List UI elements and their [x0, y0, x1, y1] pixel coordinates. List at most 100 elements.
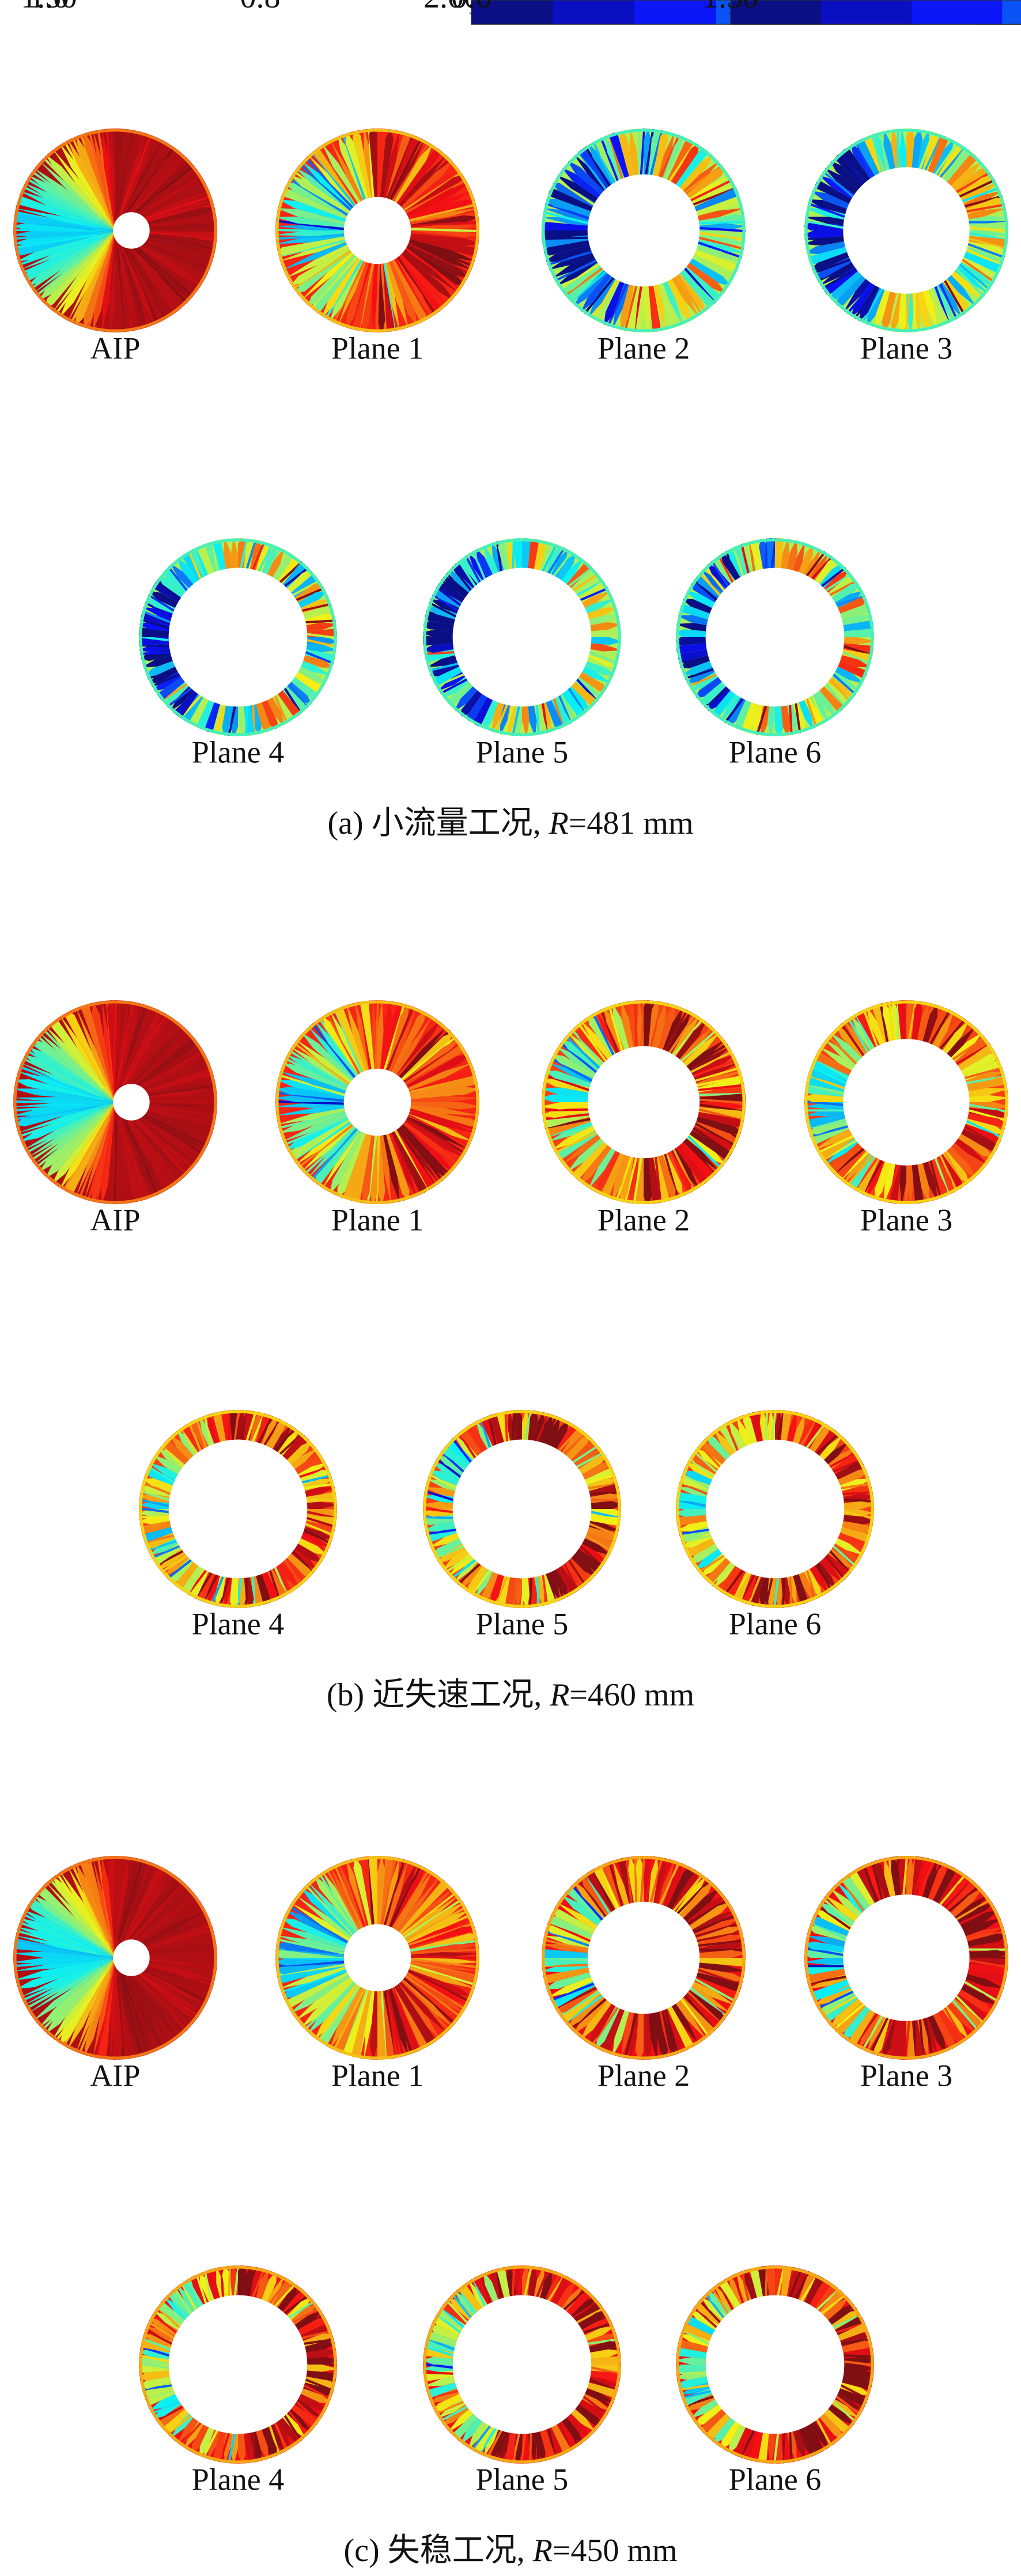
contour-streak — [563, 2288, 587, 2310]
contour-streak — [148, 593, 175, 612]
contour-streak — [125, 244, 175, 315]
contour-rim — [275, 1000, 479, 1204]
contour-streak — [913, 1857, 926, 1896]
contour-streak — [871, 134, 883, 173]
contour-streak — [423, 2362, 453, 2369]
contour-sector — [115, 230, 124, 332]
contour-sector — [22, 1909, 115, 1958]
contour-streak — [233, 2265, 240, 2295]
contour-streak — [563, 1432, 587, 1455]
contour-streak — [494, 1576, 508, 1605]
contour-streak — [19, 1921, 99, 1954]
contour-streak — [245, 2267, 257, 2297]
contour-streak — [811, 555, 834, 580]
contour-streak — [833, 2003, 865, 2030]
contour-streak — [724, 698, 744, 724]
contour-streak — [139, 1515, 169, 1519]
contour-streak — [781, 1578, 785, 1608]
contour-streak — [740, 543, 750, 574]
contour-streak — [680, 1998, 710, 2037]
contour-sector — [115, 1958, 150, 2057]
contour-streak — [496, 541, 502, 572]
contour-streak — [142, 610, 171, 623]
contour-streak — [410, 1939, 478, 1952]
contour-streak — [672, 1018, 704, 1056]
contour-streak — [22, 237, 100, 274]
contour-streak — [56, 1873, 105, 1944]
contour-streak — [584, 146, 611, 187]
contour-plot — [275, 1856, 479, 2060]
caption-suffix: =450 mm — [553, 2533, 678, 2569]
contour-sector — [542, 222, 644, 230]
contour-sector — [115, 1014, 172, 1102]
contour-sector — [16, 1102, 115, 1134]
contour-streak — [278, 1111, 346, 1129]
contour-sector — [13, 1951, 115, 1958]
contour-streak — [306, 2372, 336, 2384]
contour-streak — [258, 1415, 274, 1444]
contour-streak — [536, 2432, 540, 2462]
contour-streak — [959, 1906, 996, 1925]
contour-streak — [405, 247, 462, 291]
contour-sector — [115, 1102, 139, 1204]
contour-streak — [14, 211, 97, 229]
contour-sector — [676, 629, 775, 637]
contour-streak — [296, 2314, 325, 2329]
contour-streak — [457, 1563, 481, 1586]
contour-streak — [130, 1966, 199, 2018]
contour-streak — [298, 1124, 354, 1168]
contour-sector — [13, 1958, 116, 1981]
contour-streak — [104, 248, 116, 332]
contour-sector — [115, 134, 156, 230]
contour-streak — [240, 1410, 249, 1440]
contour-streak — [813, 258, 851, 274]
contour-streak — [695, 1922, 740, 1938]
contour-streak — [130, 1111, 199, 1163]
contour-sector — [75, 1006, 115, 1102]
contour-streak — [167, 566, 188, 591]
contour-streak — [789, 2268, 803, 2298]
contour-streak — [451, 1559, 476, 1580]
contour-plot — [542, 1856, 746, 2060]
contour-streak — [133, 1955, 217, 1960]
contour-streak — [78, 1119, 111, 1198]
contour-sector — [775, 538, 784, 637]
plane-label: Plane 5 — [476, 735, 568, 769]
contour-streak — [888, 1001, 894, 1041]
contour-streak — [664, 1009, 689, 1051]
colorbar-tick-label: 0.8 — [240, 0, 281, 15]
contour-rim — [676, 1410, 874, 1608]
contour-streak — [589, 1523, 618, 1537]
contour-streak — [22, 1913, 99, 1952]
contour-streak — [161, 1554, 188, 1573]
contour-sector — [115, 1102, 124, 1204]
contour-sector — [92, 1000, 115, 1102]
contour-streak — [576, 1550, 599, 1574]
contour-streak — [115, 1856, 126, 1940]
contour-streak — [305, 619, 336, 623]
contour-streak — [304, 1126, 356, 1175]
contour-streak — [188, 1422, 202, 1451]
contour-streak — [770, 1409, 777, 1440]
contour-sector — [84, 230, 115, 330]
contour-streak — [55, 245, 107, 315]
contour-streak — [645, 1856, 655, 1902]
contour-streak — [426, 1529, 456, 1535]
contour-streak — [202, 2430, 218, 2458]
contour-streak — [293, 1042, 350, 1085]
contour-streak — [445, 572, 468, 596]
contour-streak — [486, 2430, 502, 2458]
contour-streak — [511, 2433, 520, 2464]
contour-sector — [52, 1102, 115, 1185]
contour-streak — [269, 1570, 281, 1599]
contour-streak — [318, 1873, 358, 1932]
contour-streak — [310, 1128, 358, 1181]
contour-rim — [139, 538, 337, 736]
contour-streak — [559, 263, 600, 290]
contour-streak — [580, 2314, 609, 2329]
contour-streak — [553, 1570, 565, 1599]
contour-streak — [542, 543, 558, 572]
contour-sector — [32, 1958, 115, 2021]
contour-streak — [236, 1578, 243, 1608]
contour-sector — [230, 538, 238, 637]
